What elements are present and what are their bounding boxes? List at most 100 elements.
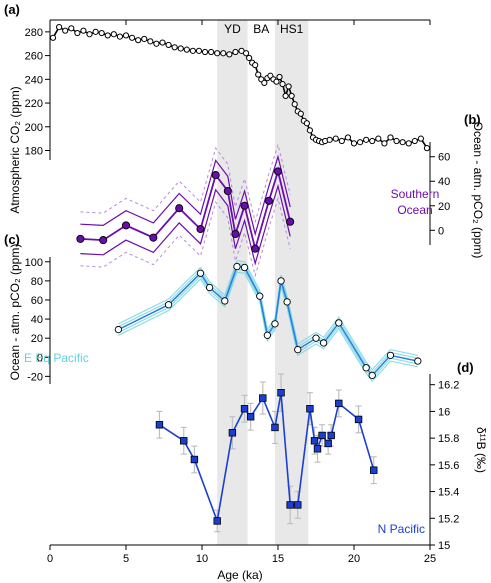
panel-c-east-equatorial-pacific: (c) Ocean - atm. pCO₂ (ppm) -20 0 20 40 60 80… — [4, 232, 422, 384]
panel-d-point — [318, 431, 326, 440]
panel-a-point — [122, 32, 130, 39]
panel-c-y-tick-label: 0 — [37, 352, 43, 364]
panel-c-point — [368, 371, 376, 380]
panel-c-y-tick-label: 40 — [31, 314, 43, 326]
x-tick-label: 20 — [348, 553, 360, 565]
panel-a-axis: 180 200 220 240 260 280 — [25, 19, 431, 160]
panel-c-ylabel: Ocean - atm. pCO₂ (ppm) — [8, 244, 22, 381]
panel-a-point — [98, 29, 105, 37]
panel-c-series — [114, 260, 422, 383]
panel-b-point — [211, 171, 220, 180]
panel-d-north-pacific: (d) δ¹¹B (‰) 15 15.2 15.4 15.6 15.8 16 16.2 N … — [155, 360, 488, 552]
panel-a-point — [141, 35, 148, 43]
panel-a-point — [110, 31, 117, 38]
panel-a-point — [326, 136, 333, 143]
panel-b-y-tick-label: 60 — [438, 152, 450, 164]
panel-c-point — [414, 357, 422, 365]
panel-a-atmospheric-co2: (a) Atmospheric CO₂ (ppm) 180 200 220 240 26… — [4, 2, 431, 214]
panel-a-letter: (a) — [4, 2, 20, 17]
panel-c-y-tick-label: 60 — [31, 295, 43, 307]
panel-a-point — [153, 40, 160, 47]
panel-a-point — [80, 27, 87, 34]
panel-c-point — [196, 269, 205, 277]
panel-d-point — [286, 501, 294, 509]
panel-a-ylabel: Atmospheric CO₂ (ppm) — [8, 86, 22, 213]
panel-d-point — [246, 413, 255, 421]
panel-a-series — [49, 24, 431, 152]
panel-a-point — [214, 50, 221, 57]
panel-c-point — [263, 331, 272, 339]
panel-a-point — [86, 31, 93, 38]
panel-a-y-tick-label: 240 — [25, 74, 43, 86]
panel-a-point — [285, 83, 292, 90]
panel-c-point — [294, 345, 302, 354]
panel-d-axis: 15 15.2 15.4 15.6 15.8 16 16.2 — [429, 374, 459, 552]
panel-b-region-label-1: Southern — [391, 187, 440, 201]
panel-b-point — [121, 221, 131, 230]
panel-a-point — [276, 73, 283, 81]
band-label-ba: BA — [253, 22, 269, 36]
panel-d-point — [354, 415, 363, 424]
panel-d-y-tick-label: 15.8 — [438, 433, 459, 445]
panel-a-point — [279, 80, 286, 88]
x-tick-label: 25 — [424, 553, 436, 565]
panel-d-point — [213, 517, 221, 525]
panel-c-y-tick-label: 100 — [25, 257, 43, 269]
panel-c-point — [277, 277, 285, 285]
panel-c-axis: -20 0 20 40 60 80 100 — [25, 257, 51, 384]
panel-b-point — [286, 217, 295, 226]
panel-a-point — [344, 134, 352, 141]
panel-d-point — [335, 399, 343, 408]
panel-c-y-tick-label: 20 — [31, 333, 43, 345]
time-bands — [217, 20, 309, 545]
panel-a-point — [261, 79, 268, 86]
panel-a-point — [356, 139, 364, 146]
panel-c-point — [335, 319, 343, 327]
x-axis-label: Age (ka) — [217, 568, 262, 582]
panel-d-point — [180, 437, 188, 445]
panel-b-point — [251, 244, 260, 253]
panel-a-y-tick-label: 200 — [25, 122, 43, 134]
panel-c-letter: (c) — [4, 232, 20, 247]
panel-a-point — [159, 39, 166, 46]
x-tick-label: 15 — [272, 553, 284, 565]
panel-a-point — [68, 25, 75, 32]
panel-d-ylabel: δ¹¹B (‰) — [474, 427, 488, 473]
panel-a-point — [273, 78, 280, 85]
panel-c-point — [205, 283, 214, 292]
panel-a-point — [252, 61, 259, 69]
panel-a-point — [405, 140, 412, 147]
panel-d-point — [294, 501, 302, 509]
panel-a-point — [226, 51, 233, 58]
panel-d-y-tick-label: 16.2 — [438, 380, 459, 392]
panel-d-point — [327, 431, 335, 440]
panel-c-point — [164, 301, 173, 309]
panel-c-point — [233, 262, 241, 271]
panel-b-series — [76, 142, 295, 278]
panel-a-point — [62, 27, 69, 34]
panel-a-point — [177, 45, 184, 52]
panel-d-y-tick-label: 15.4 — [438, 487, 459, 499]
panel-a-point — [74, 29, 81, 37]
panel-d-point — [370, 466, 378, 474]
panel-a-point — [246, 54, 253, 62]
panel-d-region-label: N Pacific — [378, 522, 425, 536]
panel-a-point — [417, 135, 424, 142]
panel-c-point — [271, 320, 279, 328]
panel-a-point — [255, 71, 262, 78]
panel-a-point — [135, 37, 142, 44]
panel-a-point — [201, 48, 209, 56]
panel-b-point — [240, 201, 249, 210]
panel-b-point — [231, 229, 240, 239]
panel-d-y-tick-label: 16 — [438, 406, 450, 418]
panel-d-point — [313, 445, 322, 453]
panel-a-point — [189, 47, 196, 54]
panel-a-point — [116, 33, 124, 40]
panel-b-line — [80, 168, 292, 253]
x-tick-label: 0 — [47, 553, 53, 565]
panel-c-point — [283, 298, 291, 306]
panel-b-axis: 0 20 40 60 — [429, 142, 450, 245]
panel-a-point — [220, 50, 227, 57]
panel-a-point — [350, 140, 358, 147]
